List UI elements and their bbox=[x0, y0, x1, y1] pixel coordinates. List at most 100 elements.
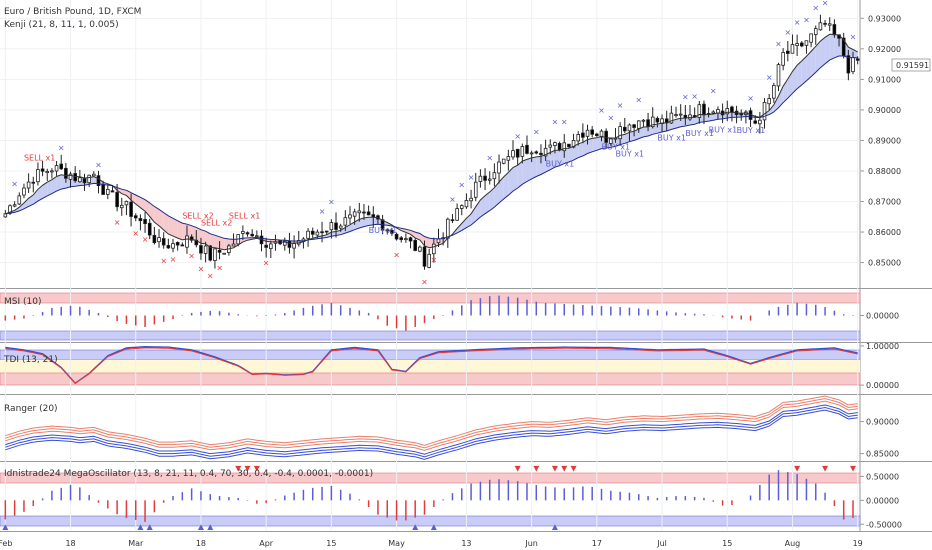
ranger-line bbox=[5, 398, 858, 449]
candle-body bbox=[781, 52, 785, 66]
cloud-segment bbox=[340, 227, 346, 235]
y-tick-label: -0.50000 bbox=[866, 520, 902, 529]
candle-body bbox=[669, 112, 674, 124]
buy-marker: × bbox=[95, 160, 102, 169]
x-tick-label: 18 bbox=[196, 539, 206, 548]
mega-sell-triangle bbox=[570, 465, 577, 472]
sell-marker: × bbox=[132, 229, 139, 238]
mega-sell-triangle bbox=[235, 465, 242, 472]
cloud-segment bbox=[154, 206, 160, 226]
cloud-segment bbox=[797, 60, 802, 89]
candle-body bbox=[171, 243, 175, 249]
candle-body bbox=[753, 120, 758, 124]
candle-body bbox=[632, 124, 636, 128]
cloud-segment bbox=[489, 187, 495, 211]
cloud-segment bbox=[42, 182, 48, 199]
candle-body bbox=[618, 126, 622, 140]
cloud-segment bbox=[210, 233, 215, 248]
cloud-segment bbox=[368, 217, 374, 226]
candle-body bbox=[525, 144, 529, 154]
buy-marker: × bbox=[514, 132, 521, 141]
candle-body bbox=[697, 104, 702, 118]
candle-body bbox=[529, 152, 534, 155]
candle-body bbox=[59, 163, 64, 170]
candle-body bbox=[520, 146, 525, 157]
candle-body bbox=[832, 24, 837, 36]
candle-body bbox=[161, 238, 166, 246]
cloud-segment bbox=[643, 126, 649, 137]
cloud-segment bbox=[545, 152, 551, 173]
candle-body bbox=[348, 214, 352, 219]
cloud-segment bbox=[806, 51, 812, 81]
candle-body bbox=[203, 245, 208, 254]
candle-body bbox=[422, 246, 427, 267]
buy-marker: × bbox=[710, 87, 717, 96]
candle-body bbox=[716, 109, 720, 114]
candle-body bbox=[357, 210, 362, 214]
candle-body bbox=[446, 218, 450, 239]
cloud-segment bbox=[480, 195, 486, 218]
candle-body bbox=[96, 175, 101, 187]
candle-body bbox=[539, 152, 543, 156]
candle-body bbox=[813, 28, 818, 36]
buy-label: BUY x1 bbox=[657, 133, 686, 142]
candle-body bbox=[576, 134, 581, 142]
cloud-segment bbox=[494, 181, 500, 208]
candle-body bbox=[264, 244, 268, 248]
y-tick-label: 0.90000 bbox=[866, 418, 899, 427]
candle-body bbox=[241, 231, 245, 234]
buy-label: BUY x1 bbox=[602, 142, 631, 151]
candle-body bbox=[45, 171, 50, 174]
tdi-title: TDI (13, 21) bbox=[3, 355, 58, 365]
buy-marker: × bbox=[58, 143, 65, 152]
cloud-segment bbox=[51, 176, 57, 194]
candle-body bbox=[208, 245, 213, 261]
candle-body bbox=[609, 138, 613, 144]
candle-body bbox=[772, 85, 776, 99]
buy-marker: × bbox=[328, 197, 335, 206]
cloud-segment bbox=[564, 148, 569, 164]
ranger-line bbox=[5, 404, 858, 455]
candle-body bbox=[711, 111, 716, 114]
x-tick-label: 15 bbox=[326, 539, 336, 548]
candle-body bbox=[115, 191, 119, 208]
candle-body bbox=[511, 150, 515, 158]
cloud-segment bbox=[159, 209, 164, 231]
mega-sell-triangle bbox=[244, 465, 251, 472]
x-tick-label: May bbox=[388, 539, 405, 548]
candle-body bbox=[851, 57, 855, 73]
buy-marker: × bbox=[635, 96, 642, 105]
cloud-segment bbox=[634, 128, 639, 141]
candles[interactable] bbox=[3, 14, 860, 270]
cloud-segment bbox=[680, 118, 686, 127]
mega-upper-zone bbox=[0, 472, 861, 484]
y-tick-label: 0.85000 bbox=[866, 450, 899, 459]
cloud-segment bbox=[461, 218, 467, 231]
y-tick-label: 0.00000 bbox=[866, 381, 899, 390]
cloud-segment bbox=[820, 37, 826, 68]
candle-body bbox=[795, 43, 799, 46]
candle-body bbox=[180, 244, 185, 247]
buy-label: BUY x1 bbox=[369, 226, 398, 235]
candle-body bbox=[189, 236, 194, 241]
candle-body bbox=[432, 243, 436, 255]
mega-buy-triangle bbox=[146, 524, 153, 530]
mega-sell-triangle bbox=[822, 465, 829, 472]
cloud-segment bbox=[126, 190, 132, 201]
buy-marker: × bbox=[822, 0, 829, 7]
candle-body bbox=[450, 219, 455, 222]
candle-body bbox=[287, 240, 292, 248]
candle-body bbox=[678, 113, 683, 116]
candle-body bbox=[138, 218, 143, 222]
mega-sell-triangle bbox=[253, 465, 260, 472]
cloud-segment bbox=[540, 154, 546, 175]
candle-body bbox=[147, 222, 152, 236]
candle-body bbox=[390, 230, 394, 234]
buy-marker: × bbox=[598, 106, 605, 115]
candle-body bbox=[22, 187, 26, 196]
buy-label: BUY x1 bbox=[709, 126, 738, 135]
candle-body bbox=[40, 168, 45, 172]
cloud-segment bbox=[554, 150, 560, 168]
cloud-segment bbox=[559, 148, 565, 166]
